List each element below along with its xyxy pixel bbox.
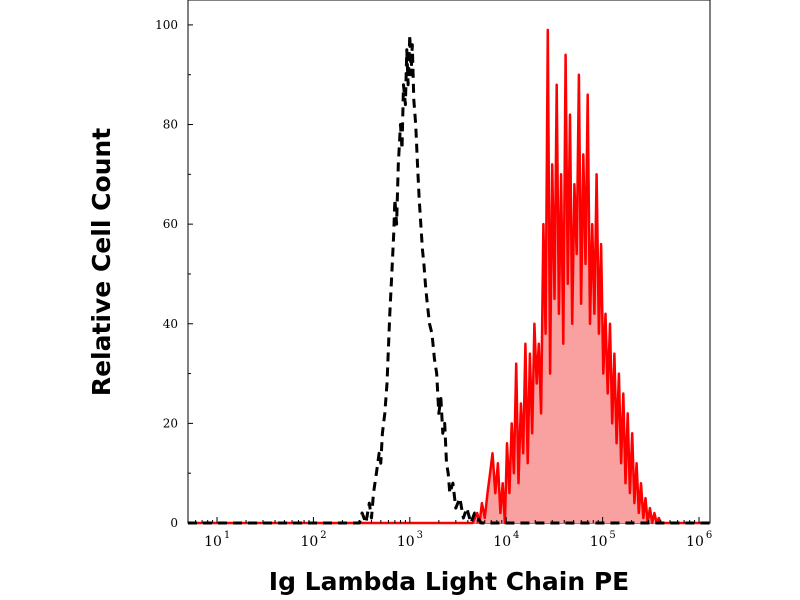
series-0-line [188,33,710,525]
y-tick-label: 60 [163,217,178,231]
x-axis: 10 1 10 2 10 3 10 4 10 5 10 6 [187,517,712,550]
series-0 [188,33,710,525]
y-tick-label: 100 [155,18,178,32]
x-tick-label: 10 [686,534,704,550]
x-tick-label: 10 [301,534,319,550]
y-tick-label: 40 [163,317,178,331]
y-axis-title: Relative Cell Count [87,128,116,396]
x-axis-title: Ig Lambda Light Chain PE [269,567,629,596]
series-layer [188,28,710,525]
x-tick-label: 10 [204,534,222,550]
x-tick-exponent: 6 [706,530,712,541]
x-tick-exponent: 4 [513,530,519,541]
x-tick-exponent: 2 [320,530,326,541]
x-tick-label: 10 [590,534,608,550]
series-1-line [188,28,710,525]
x-tick-label: 10 [397,534,415,550]
series-1 [188,28,710,525]
x-tick-exponent: 1 [224,530,230,541]
x-tick-label: 10 [493,534,511,550]
x-tick-exponent: 3 [417,530,423,541]
y-axis: 0 20 40 60 80 100 [155,18,193,530]
y-tick-label: 20 [163,416,178,430]
y-tick-label: 80 [163,118,178,132]
y-tick-label: 0 [170,516,178,530]
x-tick-exponent: 5 [609,530,615,541]
